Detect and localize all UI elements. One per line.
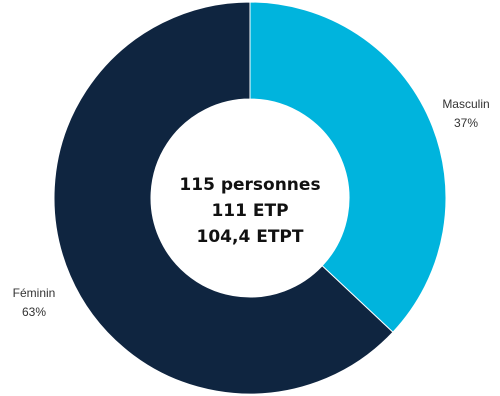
slice-label-masculin-name: Masculin <box>442 97 489 111</box>
slice-feminin <box>53 1 394 395</box>
center-line-etpt: 104,4 ETPT <box>197 227 304 247</box>
label-feminin: Féminin 63% <box>13 286 56 319</box>
slice-masculin <box>249 1 447 333</box>
slice-label-feminin-value: 63% <box>22 305 46 319</box>
center-line-personnes: 115 personnes <box>179 175 320 195</box>
slices-layer <box>53 1 447 395</box>
center-summary: 115 personnes 111 ETP 104,4 ETPT <box>179 175 320 247</box>
slice-label-masculin-value: 37% <box>454 116 478 130</box>
slice-label-feminin-name: Féminin <box>13 286 56 300</box>
label-masculin: Masculin 37% <box>442 97 489 130</box>
center-line-etp: 111 ETP <box>211 201 288 221</box>
